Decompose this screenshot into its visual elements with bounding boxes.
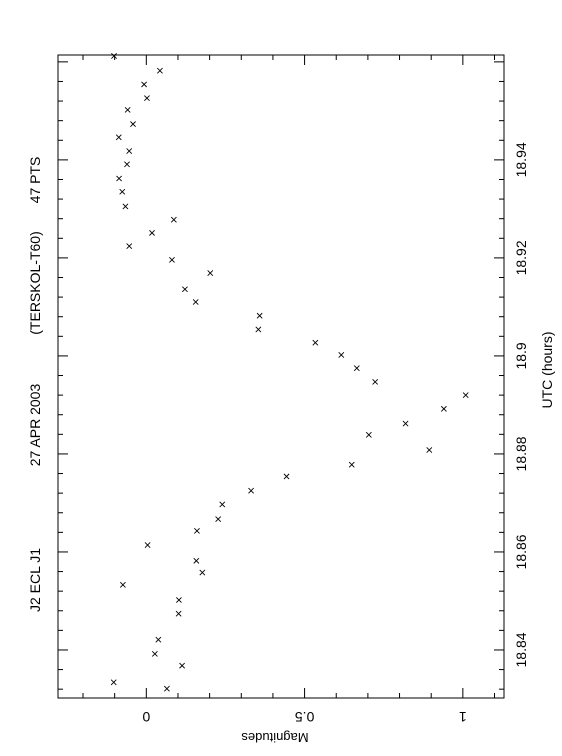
data-point	[365, 431, 372, 438]
data-point	[116, 175, 123, 182]
data-point	[193, 557, 200, 564]
data-point	[119, 188, 126, 195]
data-point	[426, 447, 433, 453]
data-point	[157, 67, 163, 74]
data-point	[124, 106, 131, 113]
data-point	[248, 487, 255, 494]
data-point	[179, 662, 186, 669]
data-point	[348, 461, 355, 468]
data-point	[255, 326, 262, 333]
data-point	[353, 365, 360, 372]
data-point	[199, 569, 206, 576]
data-points	[110, 53, 469, 692]
data-point	[175, 597, 182, 603]
data-point	[163, 685, 170, 692]
data-point	[144, 95, 150, 102]
title-points: 47 PTS	[27, 157, 43, 204]
y-tick-label: 0	[142, 709, 150, 725]
data-point	[215, 516, 222, 523]
x-tick-label: 18.84	[513, 632, 529, 667]
data-point	[124, 161, 130, 168]
title-instrument: (TERSKOL-T60)	[27, 231, 43, 334]
title-date: 27 APR 2003	[27, 384, 43, 467]
data-point	[149, 229, 155, 236]
data-point	[169, 256, 175, 263]
x-axis-label: UTC (hours)	[539, 331, 555, 408]
data-point	[207, 270, 214, 277]
x-tick-label: 18.86	[513, 534, 529, 569]
y-axis-label: Magnitudes	[241, 730, 309, 745]
data-point	[151, 650, 158, 657]
data-point	[126, 148, 133, 154]
data-point	[144, 542, 151, 549]
data-point	[141, 81, 148, 88]
data-point	[338, 352, 345, 358]
data-point	[119, 581, 126, 588]
data-point	[126, 243, 133, 250]
data-point	[372, 378, 379, 385]
y-axis-ticks: 0 0.5 1	[82, 55, 496, 725]
data-point	[219, 501, 226, 508]
x-tick-label: 18.94	[513, 142, 529, 177]
data-point	[122, 203, 129, 210]
data-point	[110, 679, 117, 686]
data-point	[283, 473, 290, 480]
plot-frame	[57, 54, 505, 699]
x-tick-label: 18.9	[513, 342, 529, 369]
data-point	[155, 636, 162, 643]
data-point	[182, 286, 188, 293]
title-object: J2 ECL J1	[27, 548, 43, 612]
data-point	[256, 312, 263, 319]
data-point	[111, 53, 117, 59]
data-point	[402, 420, 409, 427]
data-point	[440, 405, 447, 412]
x-tick-label: 18.92	[513, 240, 529, 275]
x-tick-label: 18.88	[513, 436, 529, 471]
data-point	[462, 392, 469, 399]
data-point	[192, 299, 199, 305]
data-point	[194, 527, 200, 534]
data-point	[170, 216, 177, 223]
data-point	[130, 121, 136, 128]
data-point	[115, 134, 122, 141]
data-point	[312, 339, 319, 346]
x-axis-ticks: 18.84 18.86 18.88 18.9 18.92 18.94	[58, 61, 529, 690]
y-tick-label: 1	[459, 709, 467, 725]
y-tick-label: 0.5	[295, 709, 315, 725]
data-point	[175, 610, 182, 617]
